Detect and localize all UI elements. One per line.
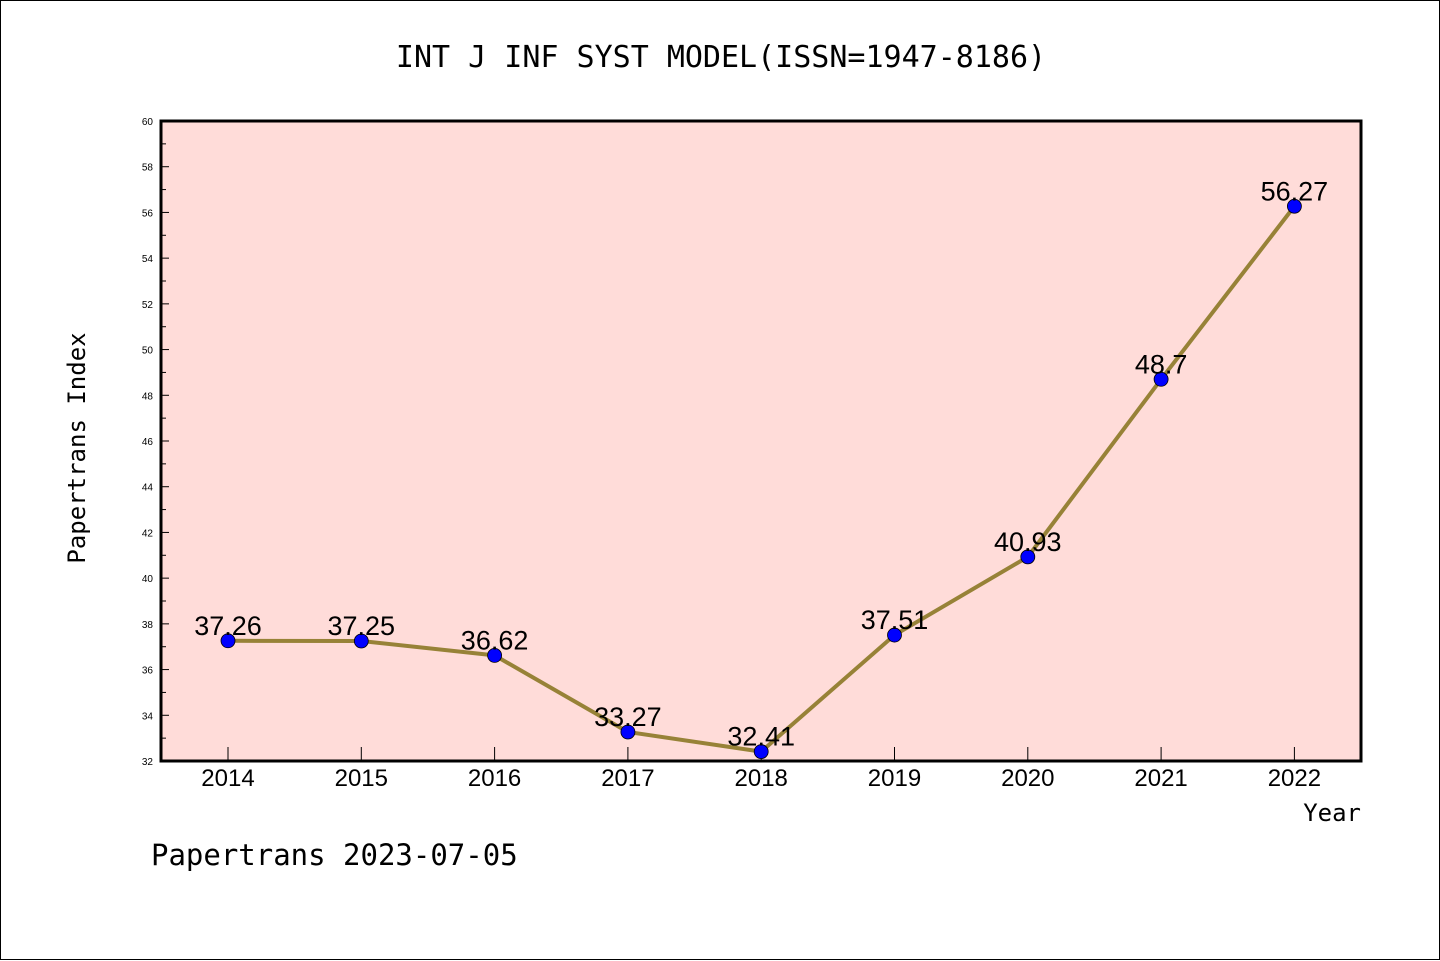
- y-tick-label: 60: [142, 117, 154, 128]
- y-tick-label: 48: [142, 391, 154, 402]
- x-tick-label: 2019: [868, 765, 921, 792]
- data-label: 33.27: [594, 702, 662, 732]
- data-point: [1287, 198, 1302, 214]
- chart-title: INT J INF SYST MODEL(ISSN=1947-8186): [396, 40, 1046, 75]
- x-tick-label: 2017: [601, 765, 654, 792]
- x-tick-label: 2018: [735, 765, 788, 792]
- series-group: [220, 198, 1302, 760]
- data-point: [887, 627, 902, 643]
- y-tick-label: 36: [142, 666, 154, 677]
- data-label: 48.7: [1135, 349, 1188, 379]
- data-labels: 37.26 37.25 36.62 33.27 32.41 37.51 40.93 48.7 5…: [194, 176, 1328, 751]
- y-tick-label: 46: [142, 437, 154, 448]
- y-tick-label: 40: [142, 574, 154, 585]
- y-tick-label: 32: [142, 757, 154, 768]
- y-tick-label: 50: [142, 346, 154, 357]
- y-tick-label: 54: [142, 254, 154, 265]
- x-axis: 2014 2015 2016 2017 2018 2019 2020 2021 2022: [201, 747, 1321, 792]
- x-tick-label: 2021: [1134, 765, 1187, 792]
- x-tick-label: 2016: [468, 765, 521, 792]
- data-label: 37.51: [861, 605, 929, 635]
- x-tick-label: 2015: [335, 765, 388, 792]
- y-tick-label: 56: [142, 208, 154, 219]
- data-point: [620, 724, 636, 740]
- data-label: 40.93: [994, 527, 1062, 557]
- y-tick-label: 58: [142, 163, 154, 174]
- data-point: [487, 648, 503, 663]
- y-axis-label: Papertrans Index: [63, 332, 91, 563]
- y-tick-label: 34: [142, 711, 154, 722]
- y-tick-label: 38: [142, 620, 154, 631]
- y-tick-label: 52: [142, 300, 154, 311]
- data-point: [353, 633, 369, 649]
- data-label: 36.62: [461, 625, 529, 655]
- data-point: [1153, 371, 1169, 387]
- y-tick-label: 44: [142, 483, 154, 494]
- data-label: 56.27: [1261, 176, 1329, 206]
- x-tick-label: 2020: [1001, 765, 1054, 792]
- data-point: [1020, 549, 1036, 565]
- x-tick-label: 2022: [1268, 765, 1321, 792]
- data-label: 32.41: [727, 722, 795, 752]
- data-point: [753, 744, 769, 760]
- data-point: [220, 633, 236, 649]
- data-label: 37.25: [328, 611, 396, 641]
- x-tick-label: 2014: [201, 765, 254, 792]
- data-label: 37.26: [194, 611, 262, 641]
- footer-text: Papertrans 2023-07-05: [151, 838, 518, 872]
- y-axis: 32 34 36 38 40 42 44 46 48 50 52 54 56 58 60: [142, 117, 169, 768]
- x-axis-label: Year: [1303, 799, 1361, 827]
- y-tick-label: 42: [142, 528, 154, 539]
- plot-area: [159, 119, 1363, 763]
